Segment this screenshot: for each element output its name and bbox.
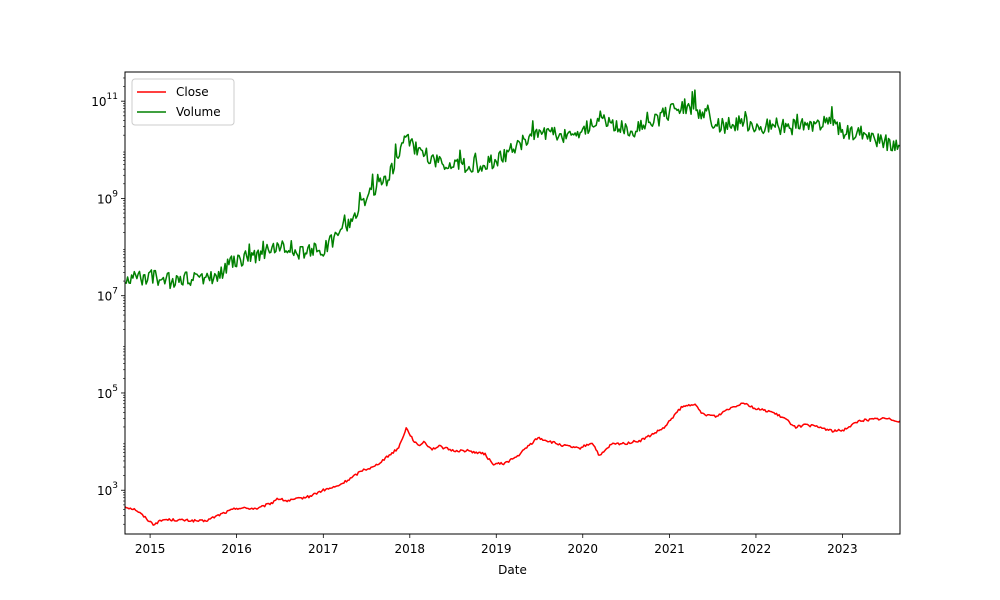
legend-box [131, 78, 235, 126]
legend-label-close: Close [176, 85, 209, 99]
series-line-volume [125, 89, 900, 290]
x-tick-label: 2022 [741, 542, 772, 556]
y-axis: 103 105 107 109 1011 [91, 77, 125, 525]
x-tick-label: 2023 [827, 542, 858, 556]
x-tick-label: 2019 [481, 542, 512, 556]
series-layer [125, 89, 900, 526]
x-tick-label: 2016 [221, 542, 252, 556]
y-tick-label: 107 [97, 287, 118, 304]
x-axis: 2015 2016 2017 2018 2019 2020 2021 2022 2023 [135, 534, 858, 556]
y-tick-label: 103 [97, 481, 118, 498]
plot-frame [124, 71, 901, 535]
y-tick-label: 109 [97, 189, 118, 206]
x-tick-label: 2017 [308, 542, 339, 556]
series-line-close [125, 402, 900, 526]
x-tick-label: 2021 [654, 542, 685, 556]
y-tick-label: 1011 [91, 92, 118, 109]
legend: Close Volume [131, 78, 235, 126]
x-tick-label: 2018 [395, 542, 426, 556]
x-tick-label: 2020 [567, 542, 598, 556]
y-tick-label: 105 [97, 384, 118, 401]
legend-label-volume: Volume [176, 105, 221, 119]
x-tick-label: 2015 [135, 542, 166, 556]
x-axis-label: Date [498, 563, 527, 577]
